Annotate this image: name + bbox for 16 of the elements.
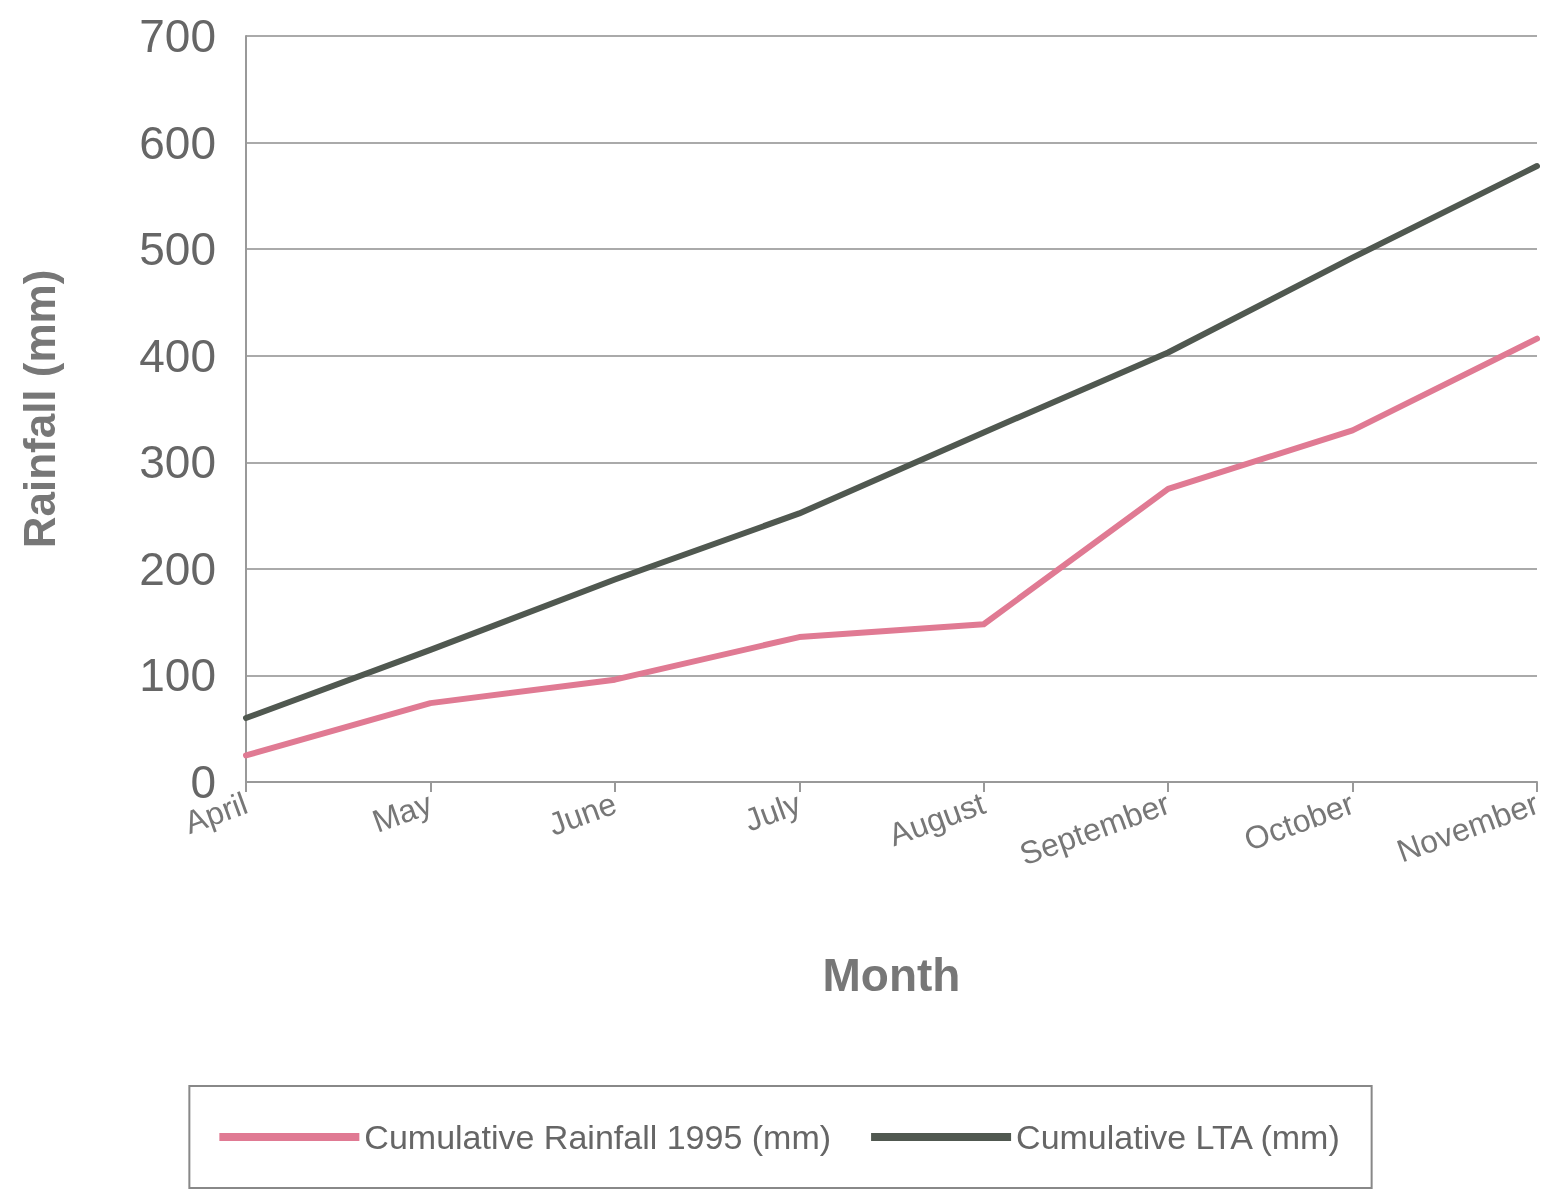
x-tick-label: May (367, 785, 437, 840)
y-tick-label: 700 (139, 10, 216, 62)
y-tick-label: 200 (139, 542, 216, 595)
y-tick-label: 500 (139, 223, 216, 276)
x-axis-title: Month (822, 949, 961, 1001)
x-tick-label: October (1239, 784, 1360, 858)
y-tick-label: 400 (139, 329, 216, 382)
y-tick-label: 300 (139, 436, 216, 489)
legend-label: Cumulative Rainfall 1995 (mm) (364, 1118, 832, 1156)
x-tick-label: July (739, 785, 806, 839)
legend-label: Cumulative LTA (mm) (1016, 1118, 1340, 1156)
y-tick-label: 100 (139, 649, 216, 702)
x-tick-label: August (883, 785, 990, 853)
y-axis-title: Rainfall (mm) (14, 269, 64, 549)
x-tick-label: June (543, 785, 622, 843)
y-tick-label: 600 (139, 116, 216, 169)
